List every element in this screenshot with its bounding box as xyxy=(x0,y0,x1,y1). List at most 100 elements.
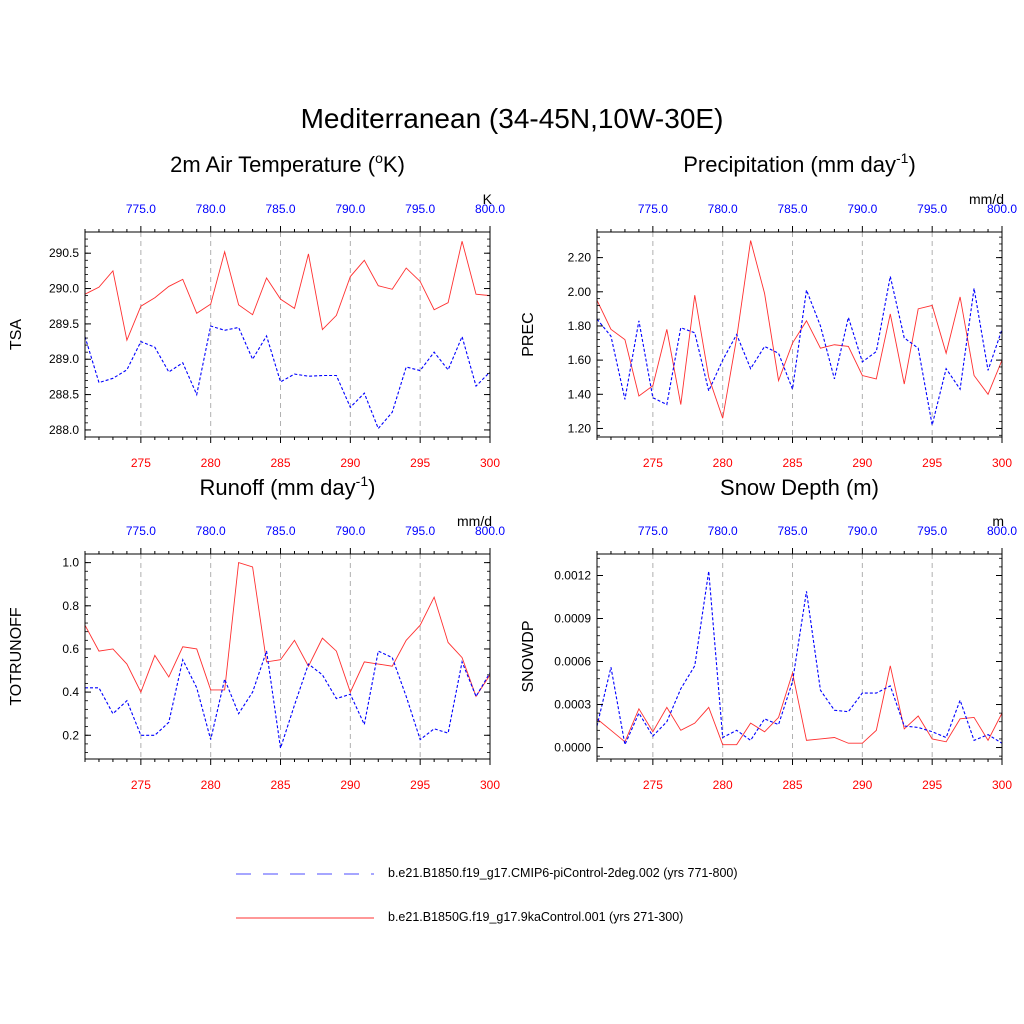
y-tick-label: 290.5 xyxy=(49,246,79,260)
y-axis-label-tsa: TSA xyxy=(8,319,25,350)
y-tick-label: 289.5 xyxy=(49,317,79,331)
x-tick-label-top: 785.0 xyxy=(778,202,808,216)
y-tick-label: 2.20 xyxy=(568,251,592,265)
x-tick-label-top: 785.0 xyxy=(266,202,296,216)
x-tick-label-top: 780.0 xyxy=(708,202,738,216)
units-label-prec: mm/d xyxy=(969,191,1004,207)
panel-runoff: Runoff (mm day-1) mm/d 0.2 0.4 0.6 0.8 1.0 275 2… xyxy=(8,473,505,792)
x-tick-label-bottom: 300 xyxy=(992,456,1012,470)
x-tick-label-top: 785.0 xyxy=(778,524,808,538)
x-tick-label-top: 795.0 xyxy=(917,202,947,216)
y-tick-label: 1.20 xyxy=(568,421,592,435)
y-tick-label: 1.40 xyxy=(568,387,592,401)
legend: b.e21.B1850.f19_g17.CMIP6-piControl-2deg… xyxy=(236,866,738,924)
y-tick-label: 1.60 xyxy=(568,353,592,367)
y-tick-label: 0.8 xyxy=(62,599,79,613)
x-tick-label-bottom: 285 xyxy=(271,456,291,470)
x-tick-label-bottom: 300 xyxy=(992,778,1012,792)
x-tick-label-bottom: 275 xyxy=(643,778,663,792)
x-tick-label-top: 790.0 xyxy=(847,202,877,216)
panel-title-tsa: 2m Air Temperature (oK) xyxy=(170,150,405,177)
y-tick-label: 2.00 xyxy=(568,285,592,299)
x-tick-label-top: 800.0 xyxy=(987,202,1017,216)
y-tick-label: 289.0 xyxy=(49,352,79,366)
x-tick-label-top: 780.0 xyxy=(708,524,738,538)
y-tick-label: 0.0006 xyxy=(554,655,591,669)
x-tick-label-bottom: 275 xyxy=(643,456,663,470)
panel-title-tail: K) xyxy=(383,152,405,177)
panel-title-text: Runoff (mm day xyxy=(200,475,356,500)
y-tick-label: 0.6 xyxy=(62,642,79,656)
x-tick-label-bottom: 280 xyxy=(201,456,221,470)
plot-frame xyxy=(84,231,491,438)
panel-title-tail: ) xyxy=(908,152,915,177)
plot-frame xyxy=(84,553,491,760)
x-tick-label-bottom: 290 xyxy=(340,456,360,470)
x-tick-label-bottom: 295 xyxy=(922,456,942,470)
panel-title-superscript: -1 xyxy=(896,150,909,166)
panel-title-snowdp: Snow Depth (m) xyxy=(720,475,879,500)
panel-title-runoff: Runoff (mm day-1) xyxy=(200,473,376,500)
series-line-control xyxy=(596,240,1003,419)
y-tick-label: 0.0003 xyxy=(554,698,591,712)
units-label-tsa: K xyxy=(483,191,493,207)
panel-title-superscript: o xyxy=(375,150,383,166)
panel-title-text: Snow Depth (m) xyxy=(720,475,879,500)
panel-prec: Precipitation (mm day-1) mm/d 1.20 1.40 1.60… xyxy=(520,150,1017,470)
x-tick-label-bottom: 280 xyxy=(201,778,221,792)
x-tick-label-top: 775.0 xyxy=(126,202,156,216)
y-tick-label: 0.0009 xyxy=(554,612,591,626)
x-tick-label-top: 795.0 xyxy=(405,202,435,216)
plot-frame xyxy=(596,553,1003,760)
x-tick-label-top: 795.0 xyxy=(917,524,947,538)
x-tick-label-top: 775.0 xyxy=(126,524,156,538)
y-tick-label: 0.0000 xyxy=(554,741,591,755)
y-tick-label: 0.4 xyxy=(62,685,79,699)
x-tick-label-bottom: 295 xyxy=(922,778,942,792)
x-tick-label-top: 775.0 xyxy=(638,524,668,538)
x-tick-label-top: 790.0 xyxy=(335,202,365,216)
x-tick-label-bottom: 275 xyxy=(131,778,151,792)
panel-snowdp: Snow Depth (m) m 0.0000 0.0003 0.0006 0.0009 0… xyxy=(520,475,1017,792)
y-axis-label-snowdp: SNOWDP xyxy=(520,621,537,693)
series-line-picontrol xyxy=(596,571,1003,747)
units-label-snowdp: m xyxy=(992,513,1004,529)
y-axis-label-runoff: TOTRUNOFF xyxy=(8,607,25,706)
x-tick-label-bottom: 300 xyxy=(480,456,500,470)
series-line-control xyxy=(84,241,491,342)
figure-title: Mediterranean (34-45N,10W-30E) xyxy=(301,103,724,134)
series-line-control xyxy=(596,665,1003,746)
y-tick-label: 0.0012 xyxy=(554,569,591,583)
panel-tsa: 2m Air Temperature (oK) K 288.0 288.5 289.0 2… xyxy=(8,150,505,470)
y-tick-label: 288.5 xyxy=(49,388,79,402)
legend-label-picontrol: b.e21.B1850.f19_g17.CMIP6-piControl-2deg… xyxy=(388,866,738,880)
y-tick-label: 288.0 xyxy=(49,423,79,437)
series-line-picontrol xyxy=(596,276,1003,426)
panel-title-prec: Precipitation (mm day-1) xyxy=(683,150,916,177)
x-tick-label-bottom: 290 xyxy=(340,778,360,792)
y-axis-label-prec: PREC xyxy=(520,312,537,356)
series-line-picontrol xyxy=(85,650,491,749)
plot-frame xyxy=(596,231,1003,438)
x-tick-label-bottom: 295 xyxy=(410,456,430,470)
panel-title-superscript: -1 xyxy=(356,473,369,489)
x-tick-label-top: 795.0 xyxy=(405,524,435,538)
y-tick-label: 1.0 xyxy=(62,556,79,570)
series-line-picontrol xyxy=(84,325,491,430)
x-tick-label-bottom: 290 xyxy=(852,456,872,470)
x-tick-label-top: 790.0 xyxy=(335,524,365,538)
x-tick-label-top: 775.0 xyxy=(638,202,668,216)
x-tick-label-bottom: 280 xyxy=(713,778,733,792)
series-line-control xyxy=(84,562,491,698)
x-tick-label-bottom: 290 xyxy=(852,778,872,792)
y-tick-label: 0.2 xyxy=(62,728,79,742)
x-tick-label-bottom: 285 xyxy=(271,778,291,792)
y-tick-label: 290.0 xyxy=(49,282,79,296)
x-tick-label-top: 800.0 xyxy=(475,524,505,538)
x-tick-label-top: 780.0 xyxy=(196,202,226,216)
x-tick-label-bottom: 295 xyxy=(410,778,430,792)
x-tick-label-top: 800.0 xyxy=(987,524,1017,538)
x-tick-label-bottom: 300 xyxy=(480,778,500,792)
